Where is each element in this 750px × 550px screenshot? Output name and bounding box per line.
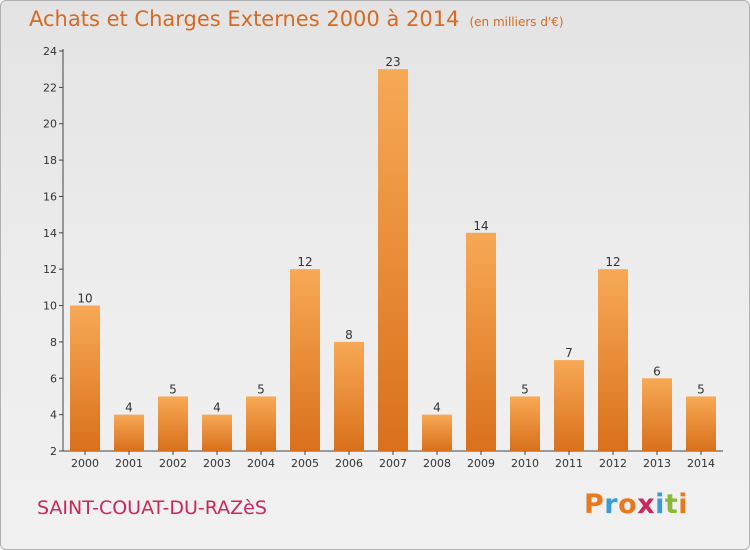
data-label: 4 <box>213 401 221 415</box>
logo-letter: o <box>618 489 638 520</box>
data-label: 5 <box>697 382 705 396</box>
data-label: 4 <box>125 401 133 415</box>
x-tick-label: 2003 <box>203 457 231 470</box>
labels: 2000 10 2001 4 2002 5 2003 4 2004 5 2005 12 2006 8 200… <box>71 55 715 470</box>
x-tick-label: 2005 <box>291 457 319 470</box>
y-tick-label: 10 <box>43 300 57 313</box>
bar <box>642 378 672 451</box>
bars <box>70 69 716 451</box>
y-tick-label: 2 <box>50 445 57 458</box>
x-tick-label: 2011 <box>555 457 583 470</box>
x-tick-label: 2006 <box>335 457 363 470</box>
chart-title-text: Achats et Charges Externes 2000 à 2014 <box>29 7 460 31</box>
y-tick-label: 16 <box>43 190 57 203</box>
y-tick-label: 4 <box>50 409 57 422</box>
x-tick-label: 2001 <box>115 457 143 470</box>
data-label: 10 <box>77 292 92 306</box>
bar <box>70 305 100 451</box>
bar <box>334 341 364 451</box>
data-label: 4 <box>433 401 441 415</box>
y-tick-label: 20 <box>43 118 57 131</box>
x-tick-label: 2013 <box>643 457 671 470</box>
bar <box>422 414 452 451</box>
data-label: 6 <box>653 364 661 378</box>
x-tick-label: 2000 <box>71 457 99 470</box>
y-tick-label: 12 <box>43 263 57 276</box>
bar <box>158 396 188 451</box>
bar <box>378 69 408 451</box>
data-label: 12 <box>605 255 620 269</box>
logo-letter: P <box>584 489 605 520</box>
data-label: 12 <box>297 255 312 269</box>
x-tick-label: 2010 <box>511 457 539 470</box>
data-label: 14 <box>473 219 488 233</box>
logo-letter: r <box>604 489 619 520</box>
data-label: 5 <box>521 382 529 396</box>
proxiti-logo: Proxiti <box>584 489 688 520</box>
chart-subtitle: (en milliers d'€) <box>469 15 564 29</box>
y-tick-label: 24 <box>43 45 57 58</box>
y-tick-label: 14 <box>43 227 57 240</box>
chart-title: Achats et Charges Externes 2000 à 2014 (e… <box>29 7 564 31</box>
bar <box>290 269 320 451</box>
town-name: SAINT-COUAT-DU-RAZèS <box>37 497 267 519</box>
bar <box>466 232 496 451</box>
bar <box>554 360 584 451</box>
data-label: 23 <box>385 55 400 69</box>
x-tick-label: 2014 <box>687 457 715 470</box>
x-tick-label: 2004 <box>247 457 275 470</box>
y-tick-label: 6 <box>50 372 57 385</box>
bar <box>246 396 276 451</box>
x-tick-label: 2002 <box>159 457 187 470</box>
bar <box>686 396 716 451</box>
x-tick-label: 2012 <box>599 457 627 470</box>
data-label: 5 <box>169 382 177 396</box>
logo-letter: x <box>637 489 656 520</box>
data-label: 7 <box>565 346 573 360</box>
bar <box>114 414 144 451</box>
logo-letter: i <box>655 489 665 520</box>
y-tick-label: 22 <box>43 81 57 94</box>
x-tick-label: 2008 <box>423 457 451 470</box>
bar <box>202 414 232 451</box>
bar <box>510 396 540 451</box>
data-label: 5 <box>257 382 265 396</box>
logo-letter: i <box>678 489 689 520</box>
y-tick-label: 18 <box>43 154 57 167</box>
x-tick-label: 2007 <box>379 457 407 470</box>
y-tick-label: 8 <box>50 336 57 349</box>
x-tick-label: 2009 <box>467 457 495 470</box>
data-label: 8 <box>345 328 353 342</box>
logo-letter: t <box>664 489 679 520</box>
bar <box>598 269 628 451</box>
